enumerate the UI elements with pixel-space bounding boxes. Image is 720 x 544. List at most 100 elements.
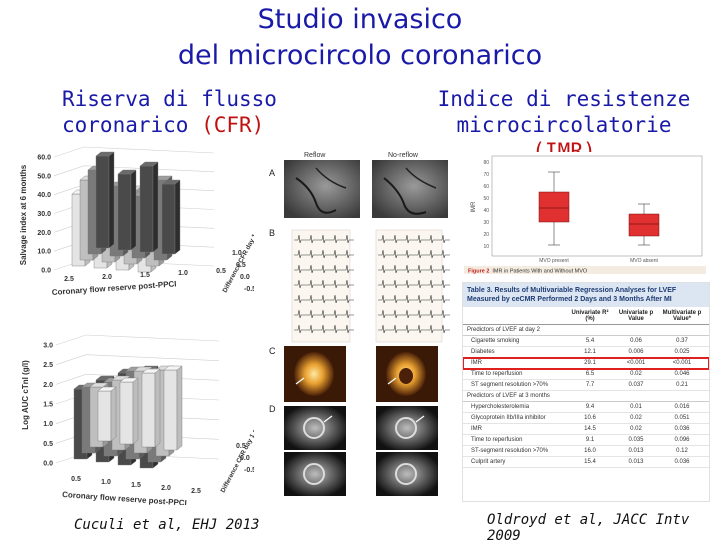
table-header-row: Univariate R² (%) Univariate p Value Mul… — [463, 307, 709, 325]
right-heading-line2: microcircolatorie (IMR) — [424, 112, 704, 164]
col1-label: Reflow — [304, 152, 326, 159]
bar-side — [130, 169, 137, 251]
row-label: ST segment resolution >70% — [471, 382, 549, 388]
cfr-salvage-3d-chart: Salvage index at 6 months 60.0 50.0 40.0 30… — [14, 145, 254, 305]
bar-side — [152, 161, 159, 253]
z-tick-label: 0.5 — [236, 443, 246, 450]
row-mp: 0.21 — [676, 382, 688, 388]
mri-reflow-2 — [284, 452, 346, 496]
bar-top — [139, 161, 159, 167]
y-tick-label: 20.0 — [37, 230, 51, 237]
bar-top — [97, 386, 117, 392]
table-row: Time to reperfusion 6.5 0.02 0.046 — [463, 369, 709, 380]
row-mp: 0.051 — [674, 415, 690, 421]
row-p: <0.001 — [626, 360, 646, 366]
row-label: Glycoprotein IIb/IIIa inhibitor — [471, 415, 546, 421]
boxplot-y-tick: 40 — [483, 208, 489, 214]
row-mp: 0.37 — [676, 338, 688, 344]
left-citation: Cuculi et al, EHJ 2013 — [74, 517, 260, 533]
col-header-r2: Univariate R² (%) — [571, 310, 609, 322]
table-row: ST segment resolution >70% 7.7 0.037 0.21 — [463, 380, 709, 391]
bar-side — [154, 368, 161, 448]
bar-top — [95, 151, 115, 157]
imr-mvo-boxplot: 80 70 60 50 40 30 20 10 IMR MVO present MVO abs… — [462, 152, 708, 276]
cfr-troponin-3d-chart: Log AUC cTnI (g/l) 3.0 2.5 2.0 1.5 1.0 0.5 0.0… — [14, 333, 254, 505]
row-r2: 6.5 — [585, 371, 595, 377]
boxplot-xlabel-absent: MVO absent — [630, 258, 658, 264]
mvo-present-box — [538, 191, 570, 223]
row-label: Hypercholesterolemia — [471, 404, 530, 410]
row-label: IMR — [471, 426, 482, 432]
bar-front — [161, 183, 176, 255]
boxplot-y-tick: 50 — [483, 196, 489, 202]
x-tick-label: 1.0 — [101, 479, 111, 486]
left-heading-line2-prefix: coronarico — [62, 113, 202, 137]
table-row: IMR 14.5 0.02 0.036 — [463, 424, 709, 435]
bar-top — [89, 382, 109, 388]
right-citation: Oldroyd et al, JACC Intv 2009 — [487, 512, 690, 544]
ecg-reflow — [291, 229, 351, 343]
row-r2: 12.1 — [584, 349, 596, 355]
col2-label: No-reflow — [388, 152, 419, 159]
row-p: 0.02 — [630, 426, 642, 432]
left-heading: Riserva di flusso coronarico (CFR) — [62, 86, 277, 138]
y-tick-label: 1.0 — [43, 421, 53, 428]
y-tick-label: 0.0 — [43, 461, 53, 468]
table-row: Hypercholesterolemia 9.4 0.01 0.016 — [463, 402, 709, 413]
table-section-header: Predictors of LVEF at day 2 — [463, 325, 709, 336]
x-tick-label: 1.5 — [131, 482, 141, 489]
right-heading: Indice di resistenze microcircolatorie (… — [424, 86, 704, 164]
panel-letter-c: C — [269, 346, 276, 356]
table-body: Predictors of LVEF at day 2 Cigarette smo… — [463, 325, 709, 468]
z-tick-label: 0.5 — [236, 262, 246, 269]
row-label: Cigarette smoking — [471, 338, 520, 344]
left-heading-line1: Riserva di flusso — [62, 87, 277, 111]
left-heading-line2: coronarico (CFR) — [62, 112, 277, 138]
bar-side — [110, 386, 117, 442]
bar-top — [119, 377, 139, 383]
boxplot-y-tick: 60 — [483, 184, 489, 190]
row-p: 0.06 — [630, 338, 642, 344]
boxplot-caption: Figure 2 IMR in Patients With and Without… — [468, 269, 588, 275]
col-header-mp: Multivariate p Value* — [662, 310, 702, 322]
row-mp: 0.036 — [674, 459, 690, 465]
mri-noreflow-2 — [376, 452, 438, 496]
y-tick-label: 50.0 — [37, 173, 51, 180]
table-row: Time to reperfusion 9.1 0.035 0.096 — [463, 435, 709, 446]
x-tick-label: 0.5 — [216, 268, 226, 275]
right-heading-line2-prefix: microcircolatorie — [456, 113, 672, 137]
ecg-noreflow — [375, 229, 443, 343]
bar-top — [141, 368, 161, 374]
row-p: 0.006 — [628, 349, 644, 355]
boxplot-ylabel: IMR — [471, 201, 477, 213]
angiogram-noreflow — [372, 160, 448, 218]
bar-front — [141, 372, 156, 448]
row-label: Time to reperfusion — [471, 371, 523, 377]
right-heading-line1: Indice di resistenze — [437, 87, 691, 111]
row-mp: 0.046 — [674, 371, 690, 377]
slide-title-line1: Studio invasico — [257, 4, 463, 35]
row-mp: 0.025 — [674, 349, 690, 355]
y-tick-label: 40.0 — [37, 192, 51, 199]
bar-side — [176, 365, 183, 451]
row-p: 0.013 — [628, 448, 644, 454]
bar-side — [132, 377, 139, 445]
bar-front — [119, 381, 134, 445]
mri-noreflow-1 — [376, 406, 438, 450]
x-tick-label: 2.0 — [161, 485, 171, 492]
y-tick-label: 0.0 — [41, 268, 51, 275]
boxplot-y-tick: 10 — [483, 244, 489, 250]
bottom-chart-ylabel: Log AUC cTnI (g/l) — [21, 360, 30, 430]
x-tick-label: 2.5 — [191, 488, 201, 495]
bar-front — [117, 173, 132, 251]
boxplot-caption-prefix: Figure 2 — [468, 269, 489, 275]
table-row: Glycoprotein IIb/IIIa inhibitor 10.6 0.02 0… — [463, 413, 709, 424]
row-mp: 0.12 — [676, 448, 688, 454]
x-tick-label: 2.5 — [64, 276, 74, 283]
row-r2: 5.4 — [585, 338, 595, 344]
mvo-absent-box — [628, 213, 660, 237]
angiogram-reflow — [284, 160, 360, 218]
row-p: 0.013 — [628, 459, 644, 465]
bar-top — [161, 179, 181, 185]
table-section-header: Predictors of LVEF at 3 months — [463, 391, 709, 402]
